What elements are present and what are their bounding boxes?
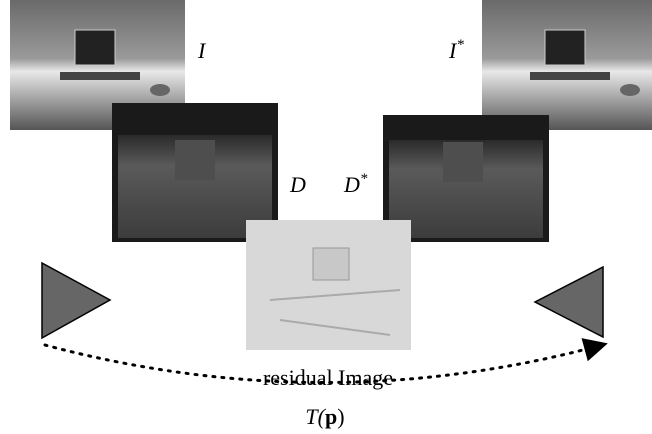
label-part: D bbox=[343, 172, 360, 197]
label-part: * bbox=[456, 37, 464, 53]
camera-right bbox=[535, 267, 603, 337]
label-part: T( bbox=[305, 404, 326, 429]
label-residual: residual Image bbox=[263, 365, 393, 390]
diagram: I I* D D* residual Image T(p) bbox=[0, 0, 652, 434]
label-i-star: I* bbox=[448, 37, 464, 63]
label-part: D bbox=[289, 172, 306, 197]
label-part: * bbox=[360, 171, 368, 187]
residual-image bbox=[246, 220, 411, 350]
label-part: ) bbox=[337, 404, 344, 429]
image-i-star bbox=[482, 0, 652, 130]
camera-left bbox=[42, 263, 110, 338]
label-transform: T(p) bbox=[305, 404, 344, 429]
label-d: D bbox=[289, 172, 306, 197]
label-part: p bbox=[325, 404, 337, 429]
label-i: I bbox=[197, 38, 207, 63]
label-d-star: D* bbox=[343, 171, 368, 197]
label-part: I bbox=[197, 38, 207, 63]
